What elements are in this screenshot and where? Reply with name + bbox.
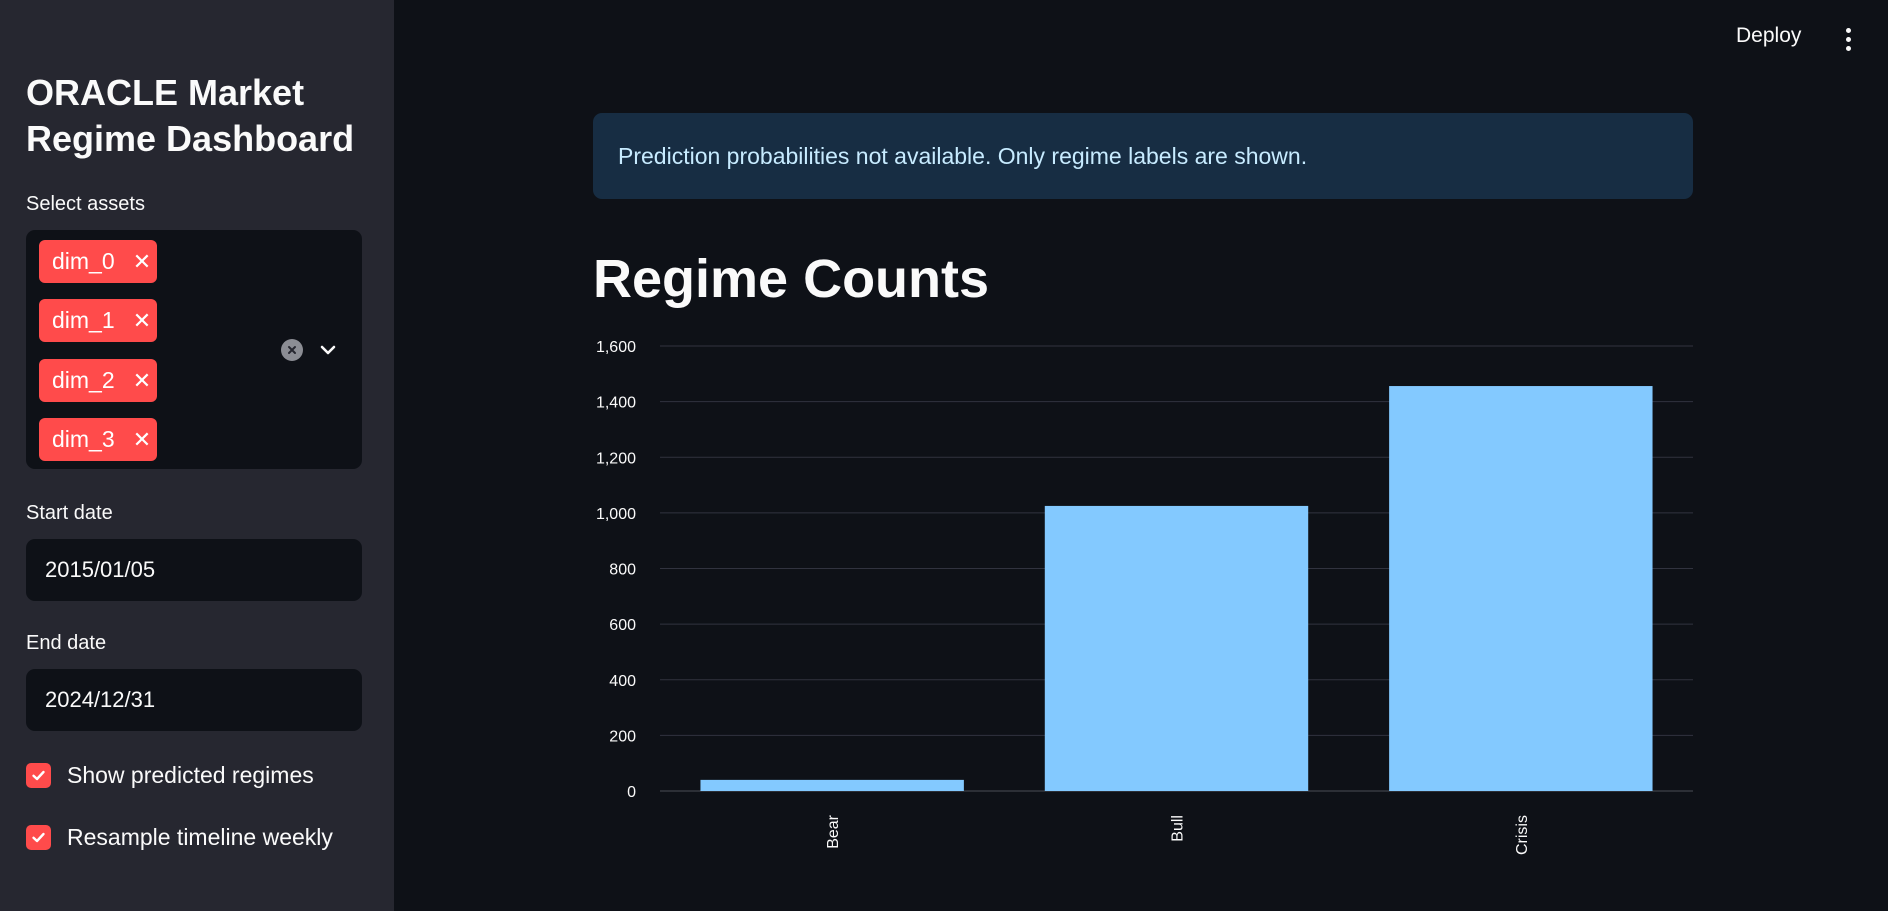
checkbox-checked-icon[interactable] xyxy=(26,824,51,850)
asset-tag-label: dim_0 xyxy=(52,248,115,274)
regime-counts-chart: 0 200 400 600 800 1,000 1,200 1,400 1,600 Bear Bu… xyxy=(596,339,1693,855)
info-alert: Prediction probabilities not available. … xyxy=(593,113,1693,199)
asset-tag-label: dim_2 xyxy=(52,367,115,393)
bar-crisis[interactable] xyxy=(1389,386,1653,791)
asset-tag: dim_3 ✕ xyxy=(39,418,157,461)
bar-bear[interactable] xyxy=(700,779,964,791)
asset-tag-label: dim_1 xyxy=(52,307,115,333)
vertical-ellipsis-icon[interactable] xyxy=(1843,28,1853,52)
chevron-down-icon[interactable] xyxy=(316,338,340,362)
show-predicted-checkbox[interactable]: Show predicted regimes xyxy=(26,761,314,789)
y-tick-label: 1,200 xyxy=(596,450,636,467)
sidebar: ORACLE Market Regime Dashboard Select as… xyxy=(0,0,394,911)
clear-all-icon[interactable] xyxy=(281,339,303,361)
start-date-input[interactable]: 2015/01/05 xyxy=(26,539,362,601)
assets-label: Select assets xyxy=(26,193,145,215)
y-tick-label: 200 xyxy=(609,728,636,745)
asset-tag: dim_0 ✕ xyxy=(39,240,157,283)
y-tick-label: 800 xyxy=(609,562,636,579)
asset-tag: dim_2 ✕ xyxy=(39,359,157,402)
y-tick-label: 600 xyxy=(609,617,636,634)
x-tick-label: Crisis xyxy=(1514,815,1531,855)
checkbox-checked-icon[interactable] xyxy=(26,762,51,788)
resample-weekly-checkbox[interactable]: Resample timeline weekly xyxy=(26,823,333,851)
y-tick-label: 400 xyxy=(609,673,636,690)
checkbox-label: Resample timeline weekly xyxy=(67,823,333,850)
bar-bull[interactable] xyxy=(1044,505,1309,791)
x-tick-label: Bear xyxy=(825,814,842,848)
checkbox-label: Show predicted regimes xyxy=(67,761,314,788)
end-date-input[interactable]: 2024/12/31 xyxy=(26,669,362,731)
remove-tag-icon[interactable]: ✕ xyxy=(132,426,152,452)
deploy-button[interactable]: Deploy xyxy=(1736,24,1802,47)
y-tick-label: 1,000 xyxy=(596,506,636,523)
remove-tag-icon[interactable]: ✕ xyxy=(132,248,152,274)
start-date-label: Start date xyxy=(26,502,113,524)
page-title: Regime Counts xyxy=(593,249,990,309)
chart-bars xyxy=(700,386,1653,791)
asset-tag: dim_1 ✕ xyxy=(39,299,157,342)
end-date-label: End date xyxy=(26,632,107,654)
y-tick-label: 1,400 xyxy=(596,395,636,412)
asset-tag-label: dim_3 xyxy=(52,426,115,452)
remove-tag-icon[interactable]: ✕ xyxy=(132,307,152,333)
assets-multiselect[interactable]: dim_0 ✕ dim_1 ✕ dim_2 ✕ dim_3 ✕ xyxy=(26,230,362,469)
sidebar-title: ORACLE Market Regime Dashboard xyxy=(26,72,355,159)
y-tick-label: 1,600 xyxy=(596,339,636,356)
x-tick-label: Bull xyxy=(1170,815,1187,842)
y-tick-label: 0 xyxy=(627,784,636,801)
x-axis-ticks: Bear Bull Crisis xyxy=(825,814,1531,855)
remove-tag-icon[interactable]: ✕ xyxy=(132,367,152,393)
y-axis-ticks: 0 200 400 600 800 1,000 1,200 1,400 1,600 xyxy=(596,339,636,801)
